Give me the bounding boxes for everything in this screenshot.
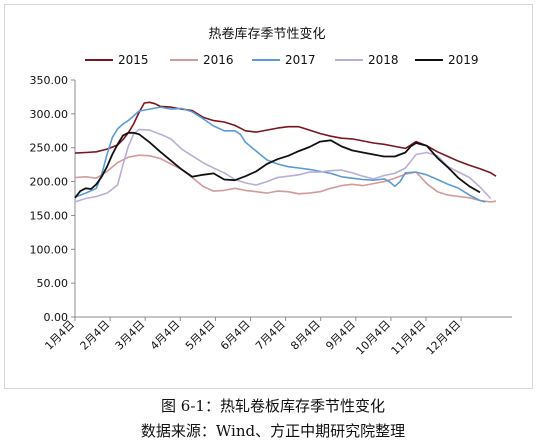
legend-label-2019: 2019: [448, 53, 479, 67]
x-tick-label: 8月4日: [288, 318, 323, 353]
x-tick-label: 9月4日: [323, 318, 358, 353]
chart-frame: 热卷库存季节性变化 2015 2016 2017 2018 2019 0.00 50.00…: [4, 4, 533, 389]
y-tick-label: 0.00: [44, 311, 69, 324]
figure-caption: 图 6-1：热轧卷板库存季节性变化: [161, 397, 385, 415]
legend-label-2017: 2017: [285, 53, 316, 67]
x-tick-label: 10月4日: [353, 318, 393, 358]
y-tick-label: 250.00: [30, 142, 69, 155]
y-ticks: 0.00 50.00 100.00 150.00 200.00 250.00 300.00 3…: [30, 74, 75, 324]
x-tick-label: 11月4日: [389, 318, 429, 358]
series-line-2018: [74, 128, 492, 203]
legend-label-2016: 2016: [203, 53, 234, 67]
series-line-2019: [74, 131, 481, 199]
x-ticks: 1月4日 2月4日 3月4日 4月4日 5月4日 6月4日 7月4日 8月4日 9月4日10月4…: [42, 317, 463, 358]
x-tick-label: 7月4日: [253, 318, 288, 353]
legend: 2015 2016 2017 2018 2019: [85, 53, 479, 67]
y-tick-label: 150.00: [30, 209, 69, 222]
chart-svg: 热卷库存季节性变化 2015 2016 2017 2018 2019 0.00 50.00…: [30, 26, 512, 358]
legend-label-2018: 2018: [368, 53, 399, 67]
series-line-2017: [74, 106, 486, 203]
y-tick-label: 200.00: [30, 176, 69, 189]
x-tick-label: 5月4日: [183, 318, 218, 353]
series-line-2016: [74, 154, 497, 203]
y-tick-label: 350.00: [30, 74, 69, 87]
series-line-2015: [74, 101, 497, 177]
y-tick-label: 50.00: [37, 277, 69, 290]
y-tick-label: 300.00: [30, 108, 69, 121]
axes: [74, 80, 512, 318]
chart-title: 热卷库存季节性变化: [208, 26, 325, 42]
source-caption: 数据来源：Wind、方正中期研究院整理: [140, 422, 406, 440]
x-tick-label: 12月4日: [424, 318, 464, 358]
y-tick-label: 100.00: [30, 243, 69, 256]
x-tick-label: 3月4日: [113, 318, 148, 353]
series-lines: [74, 101, 497, 203]
x-tick-label: 2月4日: [78, 318, 113, 353]
legend-label-2015: 2015: [118, 53, 149, 67]
x-tick-label: 6月4日: [218, 318, 253, 353]
x-tick-label: 4月4日: [148, 318, 183, 353]
